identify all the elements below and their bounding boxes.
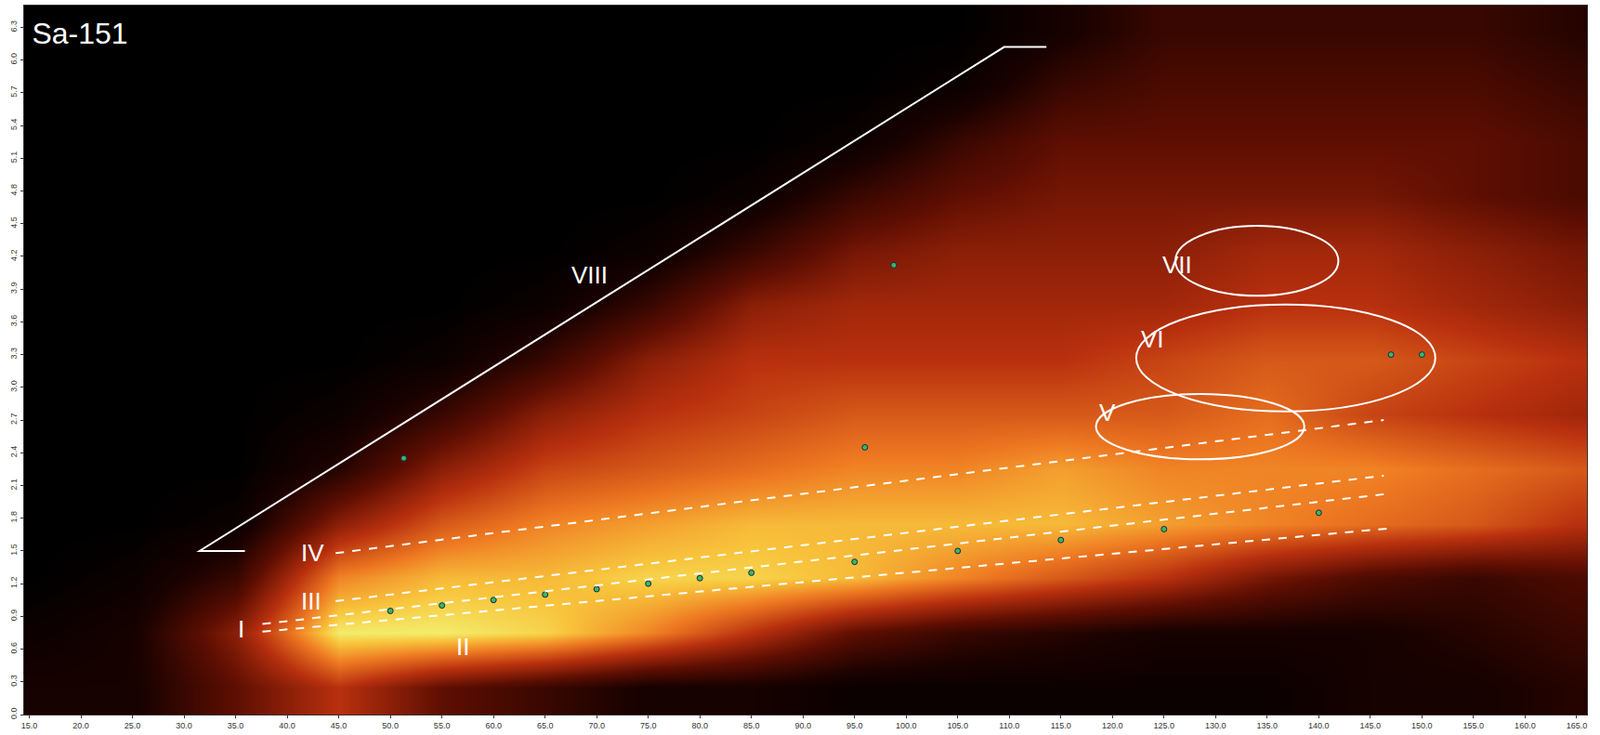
svg-text:35.0: 35.0 <box>227 721 245 731</box>
svg-text:0.0: 0.0 <box>9 707 19 720</box>
svg-text:0.3: 0.3 <box>9 674 19 687</box>
svg-text:II: II <box>456 632 470 661</box>
svg-text:55.0: 55.0 <box>433 721 451 731</box>
svg-text:70.0: 70.0 <box>588 721 605 731</box>
svg-text:III: III <box>301 587 322 616</box>
svg-text:100.0: 100.0 <box>895 721 918 731</box>
svg-text:95.0: 95.0 <box>846 721 864 731</box>
svg-text:120.0: 120.0 <box>1101 721 1124 731</box>
svg-text:5.1: 5.1 <box>9 151 19 164</box>
svg-text:85.0: 85.0 <box>743 721 761 731</box>
svg-text:VI: VI <box>1140 325 1165 354</box>
svg-text:145.0: 145.0 <box>1360 721 1382 731</box>
svg-text:VIII: VIII <box>571 261 608 289</box>
svg-text:2.1: 2.1 <box>9 478 19 491</box>
svg-text:60.0: 60.0 <box>485 721 502 731</box>
svg-text:80.0: 80.0 <box>691 721 709 731</box>
svg-text:V: V <box>1099 398 1116 427</box>
svg-text:135.0: 135.0 <box>1257 721 1279 731</box>
svg-text:110.0: 110.0 <box>998 721 1020 731</box>
svg-text:45.0: 45.0 <box>330 721 348 731</box>
svg-text:125.0: 125.0 <box>1154 721 1176 731</box>
svg-text:155.0: 155.0 <box>1463 721 1485 731</box>
svg-text:1.5: 1.5 <box>9 543 19 556</box>
svg-text:25.0: 25.0 <box>124 721 142 731</box>
svg-text:115.0: 115.0 <box>1050 721 1072 731</box>
svg-text:0.6: 0.6 <box>9 642 19 655</box>
svg-text:165.0: 165.0 <box>1566 721 1588 731</box>
svg-text:6.0: 6.0 <box>9 52 19 66</box>
svg-text:105.0: 105.0 <box>946 721 969 731</box>
svg-text:3.0: 3.0 <box>9 380 19 393</box>
svg-text:30.0: 30.0 <box>175 721 193 731</box>
svg-text:I: I <box>237 615 245 643</box>
svg-text:150.0: 150.0 <box>1411 721 1433 731</box>
svg-text:20.0: 20.0 <box>72 721 90 731</box>
svg-text:1.8: 1.8 <box>9 511 19 524</box>
svg-text:2.4: 2.4 <box>9 445 19 459</box>
svg-text:1.2: 1.2 <box>9 577 19 590</box>
svg-text:3.9: 3.9 <box>9 282 19 295</box>
svg-text:5.4: 5.4 <box>9 118 19 132</box>
svg-text:3.3: 3.3 <box>9 347 19 360</box>
svg-text:50.0: 50.0 <box>381 721 399 731</box>
svg-text:4.5: 4.5 <box>9 216 19 229</box>
svg-text:65.0: 65.0 <box>537 721 554 731</box>
svg-text:130.0: 130.0 <box>1205 721 1227 731</box>
svg-text:VII: VII <box>1162 250 1193 279</box>
svg-text:140.0: 140.0 <box>1308 721 1330 731</box>
svg-text:3.6: 3.6 <box>9 314 19 328</box>
svg-text:40.0: 40.0 <box>278 721 296 731</box>
svg-text:90.0: 90.0 <box>794 721 812 731</box>
svg-text:15.0: 15.0 <box>21 721 39 731</box>
svg-text:2.7: 2.7 <box>9 412 19 425</box>
svg-text:75.0: 75.0 <box>640 721 657 731</box>
svg-text:6.3: 6.3 <box>9 20 19 33</box>
svg-text:0.9: 0.9 <box>9 609 19 622</box>
svg-text:4.8: 4.8 <box>9 183 19 197</box>
svg-text:5.7: 5.7 <box>9 85 19 98</box>
svg-text:4.2: 4.2 <box>9 249 19 262</box>
svg-text:Sa-151: Sa-151 <box>31 16 128 51</box>
svg-text:160.0: 160.0 <box>1514 721 1536 731</box>
svg-text:IV: IV <box>301 538 325 567</box>
